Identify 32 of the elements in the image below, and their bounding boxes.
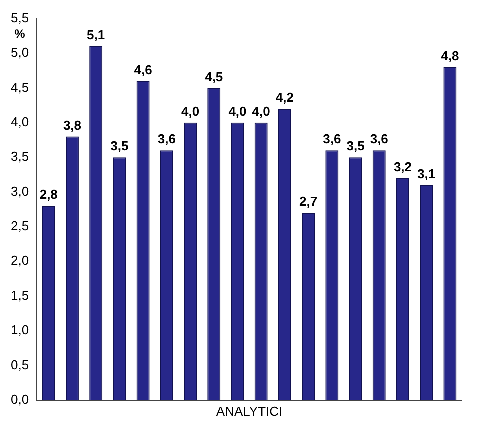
y-tick-label: 2,5 xyxy=(10,218,30,234)
y-tick-label: 0,5 xyxy=(10,357,30,372)
data-label: 2,8 xyxy=(40,187,58,202)
y-tick-label: 5,5 xyxy=(10,10,30,26)
data-label: 3,6 xyxy=(370,132,388,147)
data-label: 3,5 xyxy=(346,138,365,154)
data-label: 2,7 xyxy=(300,194,318,210)
data-label: 5,1 xyxy=(87,28,106,43)
y-tick-label: 4,0 xyxy=(10,114,30,130)
x-axis-title: ANALYTICI xyxy=(216,404,283,419)
data-label: 4,5 xyxy=(205,69,224,84)
data-label: 3,5 xyxy=(110,138,129,154)
data-label: 3,1 xyxy=(418,166,436,182)
y-tick-label: 3,0 xyxy=(10,184,30,199)
data-label: 4,0 xyxy=(181,104,200,119)
y-tick-label: 2,0 xyxy=(10,253,30,268)
data-label: 4,6 xyxy=(134,62,152,78)
data-label: 3,8 xyxy=(63,118,82,133)
data-label: 4,2 xyxy=(276,90,294,106)
y-tick-label: 0,0 xyxy=(10,392,30,407)
data-label: 3,6 xyxy=(323,132,342,147)
data-label: 4,0 xyxy=(252,104,270,119)
y-tick-label: 5,0 xyxy=(10,45,30,60)
y-axis-title: % xyxy=(14,27,26,42)
data-label: 3,6 xyxy=(158,132,176,147)
data-label: 4,8 xyxy=(441,48,460,64)
data-label: 3,2 xyxy=(394,159,412,174)
y-tick-label: 3,5 xyxy=(10,149,30,164)
y-tick-label: 4,5 xyxy=(10,80,30,95)
y-tick-label: 1,0 xyxy=(10,322,30,338)
data-label: 4,0 xyxy=(228,104,247,119)
y-tick-label: 1,5 xyxy=(10,288,30,303)
